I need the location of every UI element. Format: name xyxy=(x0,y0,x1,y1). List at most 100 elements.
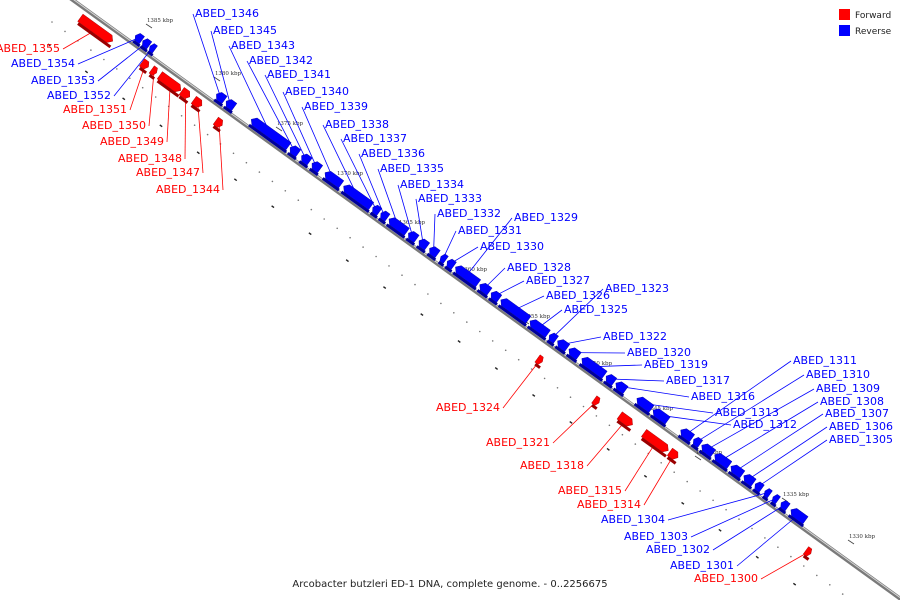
tick-label: 1350 kbp xyxy=(586,361,613,367)
legend-swatch-reverse xyxy=(839,25,850,36)
tick-label: 1355 kbp xyxy=(524,314,551,320)
leader-line xyxy=(192,13,221,98)
gene-abed-1329 xyxy=(452,265,482,291)
leader-line xyxy=(264,74,306,159)
gene-abed-1324 xyxy=(534,354,544,369)
leader-line xyxy=(644,403,714,414)
tick-1375-kbp: 1375 kbp xyxy=(275,121,304,132)
gene-abed-1315 xyxy=(640,429,669,458)
leader-line xyxy=(397,184,413,237)
gene-abed-1302 xyxy=(777,500,791,515)
leader-line xyxy=(210,30,231,105)
leader-line xyxy=(358,153,385,216)
gene-label-abed-1334: ABED_1334 xyxy=(400,178,464,191)
tick-label: 1360 kbp xyxy=(461,267,488,273)
gene-label-abed-1337: ABED_1337 xyxy=(343,132,407,145)
gene-label-abed-1347: ABED_1347 xyxy=(136,166,200,179)
gene-label-abed-1300: ABED_1300 xyxy=(694,572,758,585)
gene-abed-1332 xyxy=(426,246,441,262)
gene-abed-1338 xyxy=(340,184,375,214)
genome-caption: Arcobacter butzleri ED-1 DNA, complete g… xyxy=(292,579,607,590)
gene-abed-1352 xyxy=(146,43,158,57)
gene-label-abed-1354: ABED_1354 xyxy=(11,57,75,70)
gene-label-abed-1325: ABED_1325 xyxy=(564,303,628,316)
leader-line xyxy=(197,102,204,174)
legend-item-forward: Forward xyxy=(839,9,891,21)
gene-label-abed-1312: ABED_1312 xyxy=(733,418,797,431)
gene-label-abed-1303: ABED_1303 xyxy=(624,530,688,543)
leader-line xyxy=(514,295,545,311)
gene-label-abed-1335: ABED_1335 xyxy=(380,162,444,175)
gene-abed-1304 xyxy=(761,488,773,502)
gene-abed-1350 xyxy=(148,65,158,80)
gene-abed-1320 xyxy=(565,347,582,364)
gene-label-abed-1345: ABED_1345 xyxy=(213,24,277,37)
gene-abed-1355 xyxy=(77,13,113,49)
leader-line xyxy=(184,93,187,160)
gene-abed-1351 xyxy=(138,58,150,75)
gene-abed-1343 xyxy=(248,117,292,154)
gene-abed-1333 xyxy=(415,238,431,254)
leader-line xyxy=(696,374,805,443)
gene-label-abed-1340: ABED_1340 xyxy=(285,85,349,98)
gene-abed-1325 xyxy=(526,319,551,341)
leader-line xyxy=(415,198,424,244)
gene-abed-1339 xyxy=(321,171,345,192)
leader-line xyxy=(593,364,643,368)
gene-label-abed-1336: ABED_1336 xyxy=(361,147,425,160)
gene-label-abed-1318: ABED_1318 xyxy=(520,459,584,472)
gene-label-abed-1317: ABED_1317 xyxy=(666,374,730,387)
gene-label-abed-1315: ABED_1315 xyxy=(558,484,622,497)
gene-abed-1318 xyxy=(616,411,633,432)
gene-abed-1308 xyxy=(711,453,733,473)
gene-label-abed-1330: ABED_1330 xyxy=(480,240,544,253)
leader-line xyxy=(712,504,785,551)
leader-line xyxy=(246,60,295,151)
legend: Forward Reverse xyxy=(839,9,892,37)
gene-abed-1346 xyxy=(213,92,228,107)
gene-label-abed-1324: ABED_1324 xyxy=(436,401,500,414)
leader-line xyxy=(97,42,147,82)
gene-abed-1311 xyxy=(677,428,695,446)
gene-label-abed-1311: ABED_1311 xyxy=(793,354,857,367)
gene-label-abed-1310: ABED_1310 xyxy=(806,368,870,381)
leader-line xyxy=(760,551,809,580)
leader-line xyxy=(228,45,271,133)
gene-abed-1317 xyxy=(602,374,618,389)
gene-abed-1321 xyxy=(590,395,601,410)
gene-abed-1314 xyxy=(666,447,679,465)
gene-abed-1337 xyxy=(369,204,383,219)
gene-abed-1312 xyxy=(649,408,671,428)
gene-abed-1335 xyxy=(385,217,410,239)
gene-abed-1310 xyxy=(690,437,704,452)
label-leader-lines xyxy=(62,13,828,580)
gene-label-abed-1331: ABED_1331 xyxy=(458,224,522,237)
leader-line xyxy=(562,336,602,345)
leader-line xyxy=(301,106,334,179)
gene-label-abed-1328: ABED_1328 xyxy=(507,261,571,274)
coordinate-ticks: 1385 kbp 1380 kbp 1375 kbp 1370 kbp 1365 kbp… xyxy=(145,18,876,545)
gene-abed-1309 xyxy=(698,443,716,461)
gene-label-abed-1326: ABED_1326 xyxy=(546,289,610,302)
gene-abed-1305 xyxy=(752,481,765,496)
tick-1380-kbp: 1380 kbp xyxy=(213,71,242,82)
tick-label: 1385 kbp xyxy=(147,18,174,24)
gene-abed-1336 xyxy=(377,210,391,225)
gene-label-abed-1308: ABED_1308 xyxy=(820,395,884,408)
gene-label-abed-1329: ABED_1329 xyxy=(514,211,578,224)
leader-line xyxy=(667,492,768,521)
tick-label: 1375 kbp xyxy=(277,121,304,127)
leader-line xyxy=(624,441,657,492)
gene-features xyxy=(77,13,813,561)
leader-line xyxy=(686,360,792,435)
tick-label: 1365 kbp xyxy=(399,220,426,226)
gene-label-abed-1350: ABED_1350 xyxy=(82,119,146,132)
gene-abed-1354 xyxy=(132,33,145,48)
gene-label-abed-1355: ABED_1355 xyxy=(0,42,60,55)
tick-label: 1380 kbp xyxy=(215,71,242,77)
tick-1330-kbp: 1330 kbp xyxy=(847,534,876,545)
gene-label-abed-1348: ABED_1348 xyxy=(118,152,182,165)
gene-label-abed-1352: ABED_1352 xyxy=(47,89,111,102)
gene-abed-1342 xyxy=(286,145,302,161)
gene-label-abed-1349: ABED_1349 xyxy=(100,135,164,148)
